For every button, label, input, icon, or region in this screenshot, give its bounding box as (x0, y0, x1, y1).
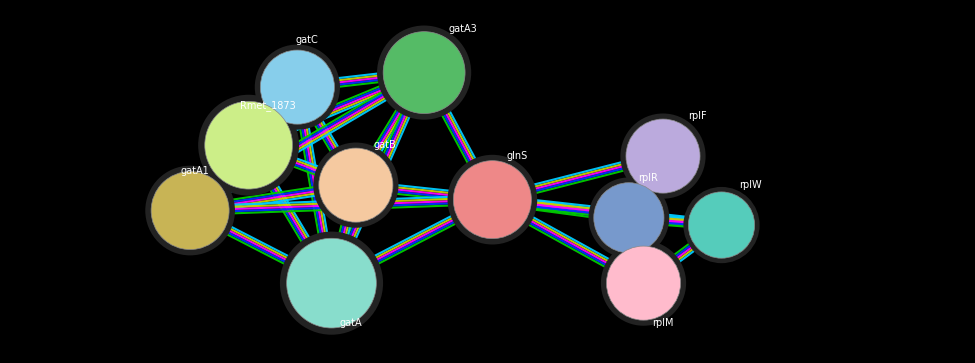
Ellipse shape (589, 178, 669, 258)
Text: rplM: rplM (652, 318, 674, 328)
Text: Rmet_1873: Rmet_1873 (240, 100, 296, 111)
Text: rplR: rplR (639, 173, 658, 183)
Text: gatB: gatB (373, 140, 397, 150)
Text: rplF: rplF (687, 111, 707, 121)
Ellipse shape (683, 187, 760, 263)
Ellipse shape (145, 166, 235, 256)
Ellipse shape (319, 148, 393, 222)
Ellipse shape (448, 155, 537, 245)
Text: rplW: rplW (739, 180, 762, 190)
Ellipse shape (626, 119, 700, 193)
Ellipse shape (198, 95, 299, 196)
Ellipse shape (453, 161, 531, 238)
Ellipse shape (313, 143, 399, 228)
Ellipse shape (377, 25, 471, 120)
Ellipse shape (254, 45, 340, 130)
Ellipse shape (151, 172, 229, 249)
Text: glnS: glnS (506, 151, 527, 161)
Ellipse shape (260, 50, 334, 124)
Text: gatA1: gatA1 (180, 166, 210, 176)
Ellipse shape (688, 192, 755, 258)
Ellipse shape (287, 238, 376, 328)
Text: gatA: gatA (339, 318, 363, 328)
Ellipse shape (606, 246, 681, 320)
Text: gatA3: gatA3 (448, 24, 478, 34)
Ellipse shape (383, 32, 465, 114)
Ellipse shape (601, 241, 686, 326)
Ellipse shape (205, 101, 292, 189)
Ellipse shape (620, 114, 706, 199)
Ellipse shape (280, 232, 383, 335)
Text: gatC: gatC (295, 35, 319, 45)
Ellipse shape (594, 183, 664, 253)
